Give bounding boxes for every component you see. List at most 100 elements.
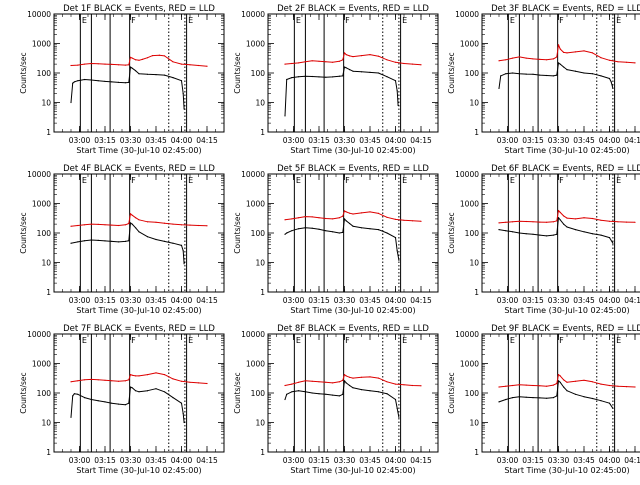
x-tick-label: 04:00 (385, 456, 407, 465)
series-point-red (525, 57, 527, 59)
series-point-red (90, 378, 92, 380)
chart-title: Det 8F BLACK = Events, RED = LLD (277, 324, 429, 334)
series-point-black (525, 396, 527, 398)
series-point-black (563, 66, 565, 68)
series-point-black (511, 72, 514, 74)
series-point-red (325, 381, 327, 383)
series-point-black (511, 397, 514, 399)
series-point-red (129, 213, 132, 215)
series-point-red (70, 381, 72, 383)
series-point-red (574, 380, 577, 382)
series-point-red (394, 383, 397, 385)
series-point-black (135, 70, 137, 72)
y-tick-label: 1 (46, 288, 51, 297)
series-point-black (600, 75, 602, 77)
series-point-red (557, 374, 560, 376)
series-line-red (70, 54, 208, 67)
series-point-black (546, 74, 548, 77)
series-point-red (349, 376, 351, 378)
y-axis-label: Counts/sec (447, 212, 456, 253)
series-point-red (591, 217, 594, 220)
series-point-red (369, 54, 371, 56)
series-point-black (90, 79, 92, 81)
series-point-black (111, 402, 113, 404)
series-point-red (206, 225, 208, 227)
marker-label: E (82, 336, 87, 345)
series-point-black (505, 230, 507, 232)
series-point-red (129, 374, 132, 376)
series-point-black (398, 259, 400, 261)
series-point-black (532, 73, 534, 75)
series-point-red (557, 209, 560, 212)
series-point-red (625, 61, 628, 63)
series-line-black (498, 62, 614, 89)
y-tick-label: 1000 (460, 200, 479, 209)
series-point-red (197, 224, 200, 227)
y-tick-label: 1 (474, 128, 479, 137)
chart-panel-9: Det 9F BLACK = Events, RED = LLD 1 10 100 10… (447, 324, 640, 475)
x-tick-label: 03:15 (308, 456, 330, 465)
series-point-red (511, 384, 514, 387)
series-point-red (128, 379, 130, 381)
series-point-black (325, 230, 327, 232)
series-point-black (172, 77, 174, 79)
series-point-black (97, 80, 99, 82)
series-point-red (498, 222, 500, 224)
marker-label: F (345, 16, 350, 25)
series-point-red (591, 52, 594, 54)
series-point-black (182, 413, 184, 415)
marker-label: E (616, 336, 621, 345)
plot-frame (267, 13, 439, 133)
series-point-red (172, 378, 174, 380)
y-tick-label: 100 (37, 229, 52, 238)
series-point-black (583, 231, 585, 233)
series-point-black (566, 69, 568, 71)
y-tick-label: 1000 (32, 40, 51, 49)
series-point-black (397, 104, 399, 106)
series-point-black (505, 73, 507, 75)
series-point-black (129, 66, 132, 68)
series-point-black (163, 240, 166, 242)
series-point-black (557, 62, 560, 64)
series-point-black (84, 78, 86, 81)
series-point-black (608, 237, 611, 239)
series-point-black (505, 398, 507, 401)
series-point-red (152, 55, 154, 57)
series-point-black (298, 228, 300, 230)
chart-title: Det 3F BLACK = Events, RED = LLD (491, 4, 640, 14)
series-point-red (566, 52, 568, 54)
series-point-black (311, 392, 313, 394)
series-point-black (73, 81, 75, 83)
series-point-black (343, 66, 346, 68)
series-point-black (325, 76, 327, 78)
series-point-black (556, 395, 558, 397)
series-point-black (131, 223, 133, 225)
x-tick-label: 03:00 (283, 456, 305, 465)
plot-frame (481, 173, 640, 293)
series-point-black (394, 237, 397, 239)
marker-label: E (188, 16, 193, 25)
series-line-red (498, 210, 636, 224)
series-point-red (386, 59, 388, 61)
marker-label: F (559, 176, 564, 185)
series-point-black (155, 238, 157, 241)
series-point-red (634, 62, 636, 64)
series-point-black (298, 76, 300, 78)
y-tick-label: 10 (41, 99, 51, 108)
x-axis-label: Start Time (30-Jul-10 02:45:00) (290, 466, 415, 475)
series-point-red (386, 381, 388, 383)
x-tick-label: 03:30 (548, 136, 570, 145)
series-point-red (505, 221, 507, 223)
series-point-red (552, 384, 555, 386)
series-point-red (138, 375, 140, 377)
series-point-black (591, 233, 594, 235)
x-tick-label: 03:30 (548, 456, 570, 465)
x-tick-label: 04:15 (624, 136, 640, 145)
x-axis-label: Start Time (30-Jul-10 02:45:00) (504, 466, 629, 475)
y-tick-label: 100 (465, 389, 480, 398)
series-point-red (574, 218, 577, 220)
series-point-black (291, 391, 293, 393)
series-point-red (420, 220, 422, 222)
series-point-black (138, 391, 140, 393)
